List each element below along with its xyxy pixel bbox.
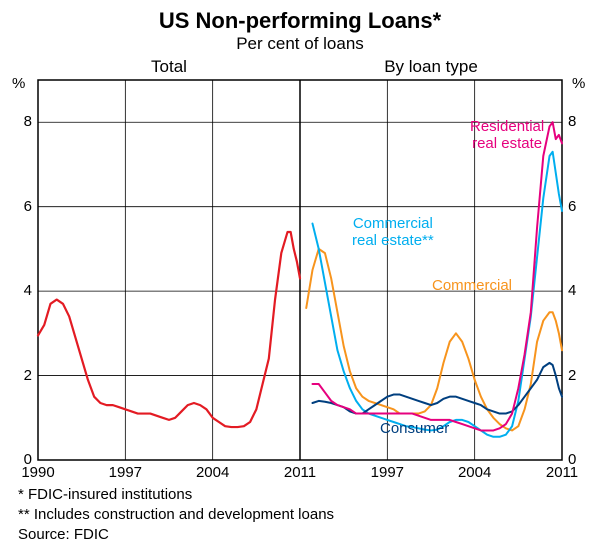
footnote-2: ** Includes construction and development… xyxy=(18,506,334,523)
footnote-1: * FDIC-insured institutions xyxy=(18,486,192,503)
series-label-commercial_re: Commercial real estate** xyxy=(352,215,434,249)
series-label-consumer: Consumer xyxy=(380,420,449,437)
series-label-commercial: Commercial xyxy=(432,277,512,294)
series-label-residential: Residential real estate xyxy=(470,118,544,152)
footnote-3: Source: FDIC xyxy=(18,526,109,543)
chart-container: US Non-performing Loans* Per cent of loa… xyxy=(0,0,600,555)
